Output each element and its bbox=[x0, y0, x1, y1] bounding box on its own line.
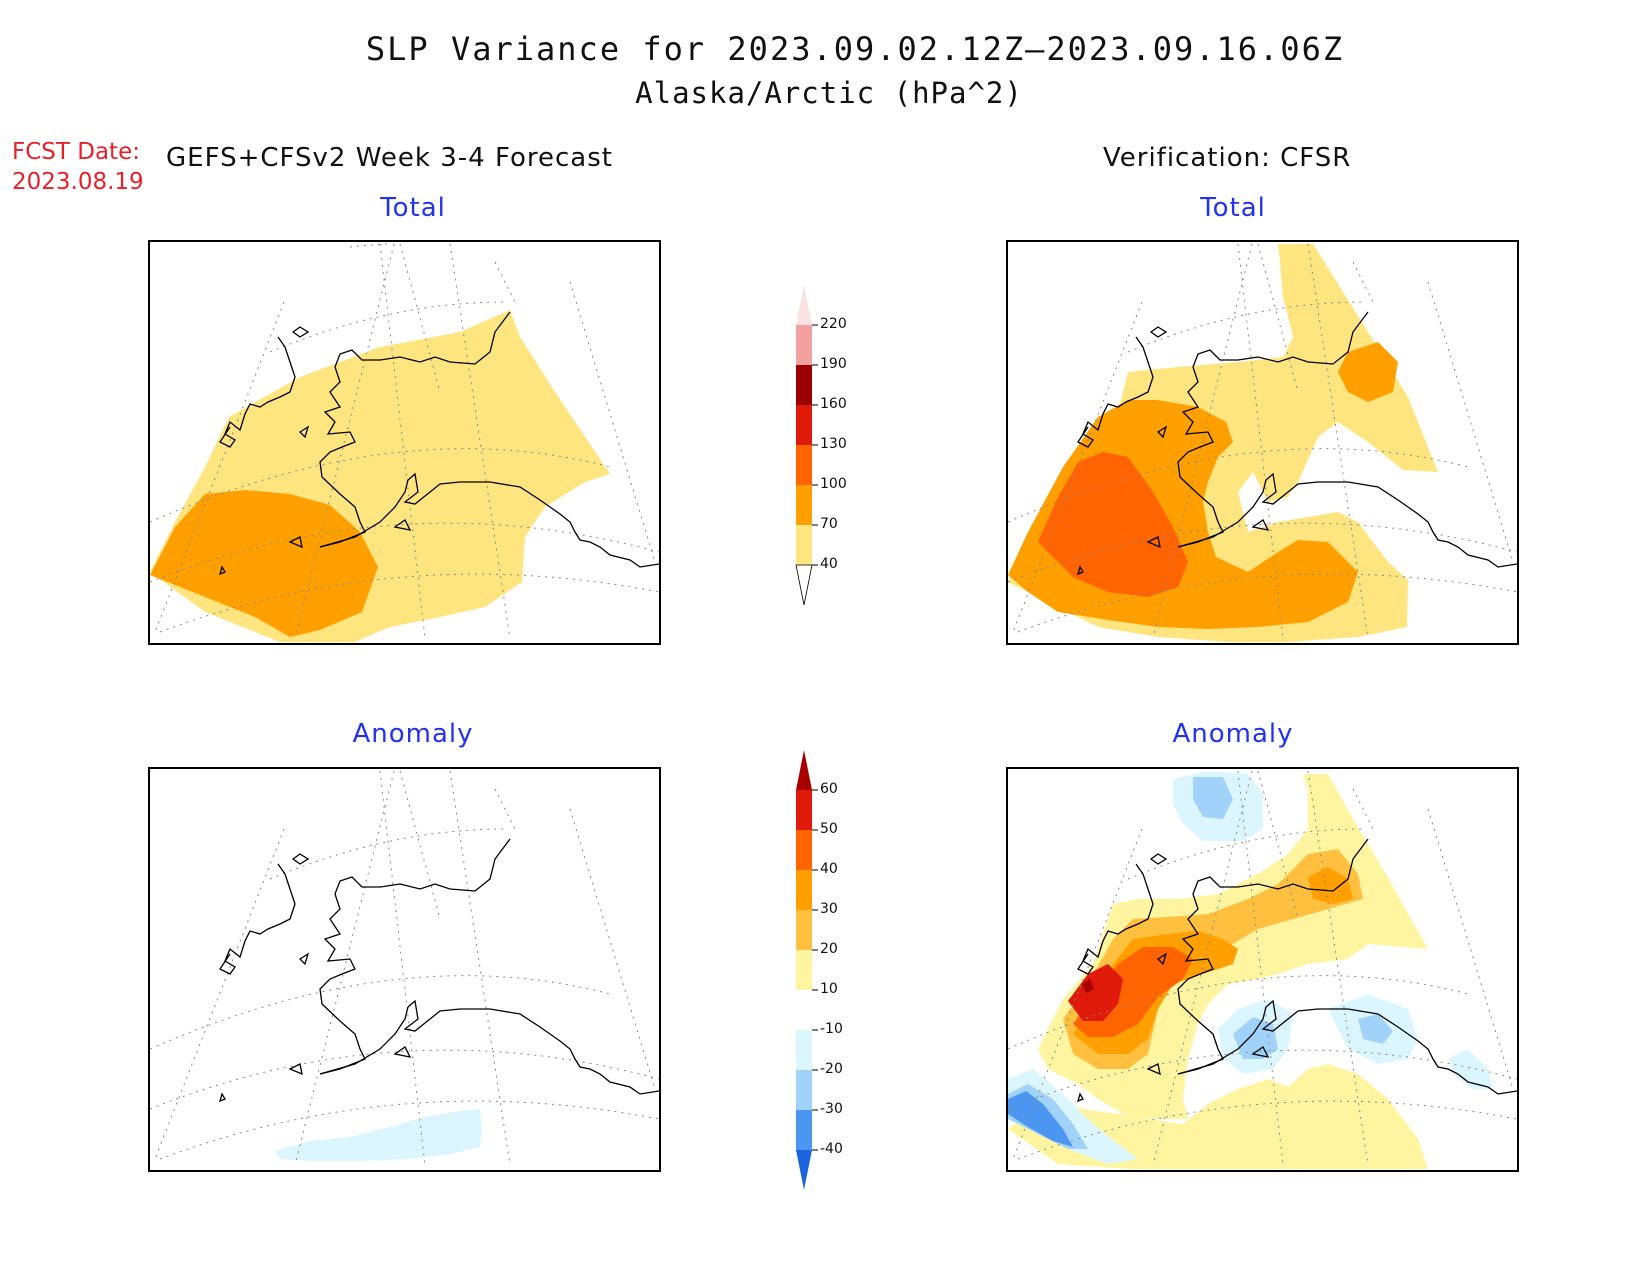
fcst-date-label: FCST Date: bbox=[12, 139, 140, 165]
total-colorbar-segment bbox=[796, 405, 812, 445]
forecast-heading: GEFS+CFSv2 Week 3-4 Forecast bbox=[166, 143, 613, 173]
total-colorbar-label: 130 bbox=[820, 436, 847, 452]
anomaly-colorbar-bottom-tip bbox=[796, 1150, 812, 1190]
anomaly-colorbar-label: -20 bbox=[820, 1061, 843, 1077]
verification-anomaly-title: Anomaly bbox=[1172, 719, 1294, 749]
anomaly-colorbar bbox=[796, 750, 818, 1190]
fill-neg30-southwest bbox=[1008, 1091, 1073, 1147]
fill-100-130 bbox=[1038, 452, 1188, 597]
anomaly-colorbar-label: 30 bbox=[820, 901, 838, 917]
main-title: SLP Variance for 2023.09.02.12Z–2023.09.… bbox=[365, 30, 1345, 68]
anomaly-colorbar-top-tip bbox=[796, 750, 812, 790]
coastline bbox=[219, 838, 659, 1103]
graticule bbox=[150, 243, 659, 639]
anomaly-colorbar-segment bbox=[796, 1030, 812, 1070]
forecast-total-shading bbox=[150, 310, 610, 642]
graticule bbox=[1008, 243, 1517, 639]
anomaly-colorbar-label: -30 bbox=[820, 1101, 843, 1117]
verification-anomaly-shading bbox=[1008, 771, 1493, 1169]
verification-anomaly-map bbox=[1006, 767, 1519, 1172]
forecast-total-title: Total bbox=[380, 193, 446, 223]
total-colorbar-label: 220 bbox=[820, 316, 847, 332]
anomaly-colorbar-label: 60 bbox=[820, 781, 838, 797]
fill-neg10-far-east bbox=[1448, 1049, 1493, 1089]
total-colorbar-top-tip bbox=[796, 285, 812, 325]
graticule bbox=[150, 770, 659, 1166]
forecast-total-map bbox=[148, 240, 661, 645]
anomaly-colorbar-label: 10 bbox=[820, 981, 838, 997]
coastline bbox=[219, 311, 659, 576]
total-colorbar-label: 160 bbox=[820, 396, 847, 412]
total-colorbar bbox=[795, 285, 818, 606]
total-colorbar-segment bbox=[796, 525, 812, 565]
anomaly-colorbar-segment bbox=[796, 990, 812, 1030]
anomaly-colorbar-segment bbox=[796, 910, 812, 950]
fill-70-100 bbox=[150, 490, 378, 637]
fill-pos60 bbox=[1082, 979, 1094, 993]
graticule bbox=[1008, 770, 1517, 1166]
fcst-date-value: 2023.08.19 bbox=[12, 169, 144, 195]
anomaly-colorbar-label: 20 bbox=[820, 941, 838, 957]
anomaly-colorbar-label: -10 bbox=[820, 1021, 843, 1037]
forecast-anomaly-title: Anomaly bbox=[352, 719, 474, 749]
fill-neg20-north bbox=[1193, 777, 1233, 819]
main-subtitle: Alaska/Arctic (hPa^2) bbox=[635, 76, 1023, 110]
coastline bbox=[1077, 311, 1517, 576]
anomaly-colorbar-segment bbox=[796, 870, 812, 910]
fill-neg20-mid bbox=[1233, 1017, 1278, 1059]
forecast-anomaly-shading bbox=[275, 1109, 482, 1161]
fill-pos50 bbox=[1068, 964, 1123, 1021]
anomaly-colorbar-label: -40 bbox=[820, 1141, 843, 1157]
total-colorbar-segments bbox=[795, 285, 818, 606]
anomaly-colorbar-segments bbox=[796, 750, 818, 1190]
total-colorbar-bottom-tip bbox=[795, 564, 813, 606]
fcst-date-block: FCST Date: 2023.08.19 bbox=[12, 137, 144, 197]
verification-total-shading bbox=[1008, 244, 1438, 642]
fill-neg10 bbox=[275, 1109, 482, 1161]
verification-heading: Verification: CFSR bbox=[1103, 143, 1352, 173]
anomaly-colorbar-segment bbox=[796, 1110, 812, 1150]
anomaly-colorbar-segment bbox=[796, 1070, 812, 1110]
total-colorbar-label: 40 bbox=[820, 556, 838, 572]
anomaly-colorbar-segment bbox=[796, 950, 812, 990]
verification-total-map bbox=[1006, 240, 1519, 645]
anomaly-colorbar-segment bbox=[796, 830, 812, 870]
fill-neg20-east bbox=[1358, 1014, 1393, 1044]
verification-total-svg bbox=[1008, 243, 1517, 642]
total-colorbar-segment bbox=[796, 365, 812, 405]
coastline bbox=[1077, 838, 1517, 1103]
verification-total-title: Total bbox=[1200, 193, 1266, 223]
fill-pos30-north bbox=[1308, 867, 1353, 904]
total-colorbar-label: 100 bbox=[820, 476, 847, 492]
total-colorbar-segment bbox=[796, 325, 812, 365]
fill-70-100-north bbox=[1338, 342, 1398, 402]
total-colorbar-segment bbox=[796, 485, 812, 525]
anomaly-colorbar-label: 50 bbox=[820, 821, 838, 837]
forecast-anomaly-svg bbox=[150, 770, 659, 1166]
forecast-total-svg bbox=[150, 243, 659, 642]
total-colorbar-segment bbox=[796, 445, 812, 485]
total-colorbar-label: 190 bbox=[820, 356, 847, 372]
total-colorbar-label: 70 bbox=[820, 516, 838, 532]
forecast-anomaly-map bbox=[148, 767, 661, 1172]
verification-anomaly-svg bbox=[1008, 770, 1517, 1169]
anomaly-colorbar-label: 40 bbox=[820, 861, 838, 877]
anomaly-colorbar-segment bbox=[796, 790, 812, 830]
